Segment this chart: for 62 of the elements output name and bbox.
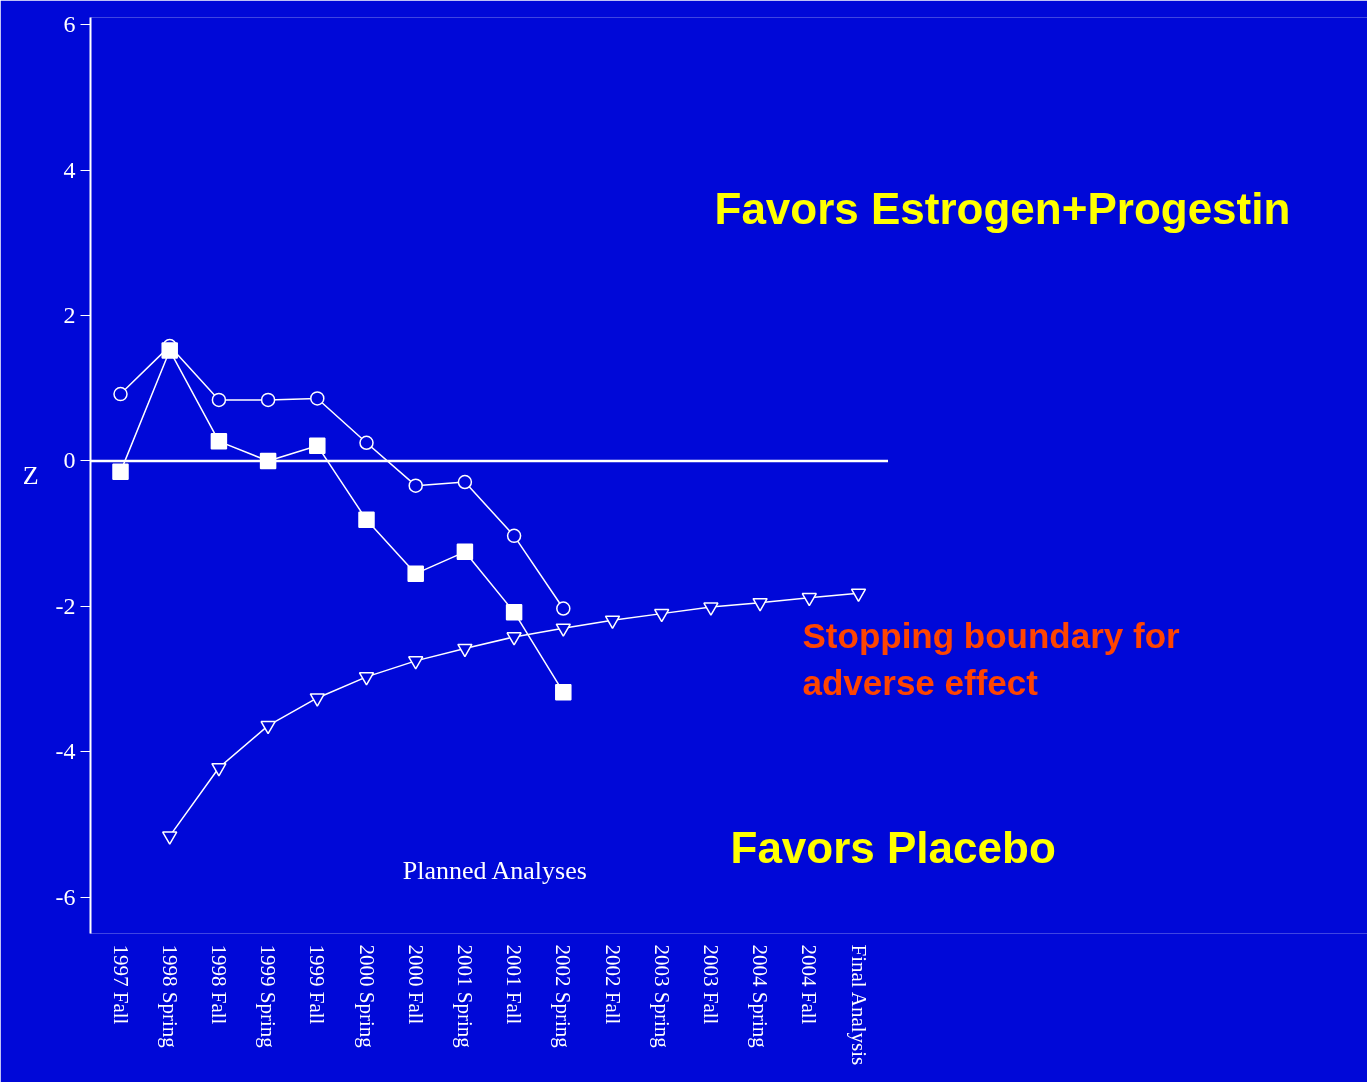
point xyxy=(358,672,375,686)
x-tick-label: 1999 Fall xyxy=(305,944,330,1025)
annotation: Favors Estrogen+Progestin xyxy=(714,184,1291,234)
point xyxy=(456,543,474,561)
y-tick-label: 2 xyxy=(63,302,76,329)
x-tick-label: 2003 Fall xyxy=(698,944,723,1025)
y-tick-label: 0 xyxy=(63,447,76,474)
y-axis-title: Z xyxy=(22,461,39,490)
x-tick-label: 2000 Spring xyxy=(354,944,379,1049)
point xyxy=(653,608,670,623)
point xyxy=(604,615,621,629)
point xyxy=(407,565,424,582)
x-tick-label: 2003 Spring xyxy=(649,944,674,1049)
y-tick-label: 6 xyxy=(63,11,76,38)
annotation: Favors Placebo xyxy=(730,823,1056,873)
point xyxy=(113,386,128,402)
point xyxy=(703,602,719,616)
point xyxy=(506,632,522,646)
point xyxy=(505,603,523,621)
point xyxy=(556,601,571,616)
x-tick-label: 2004 Fall xyxy=(797,944,822,1025)
x-tick-label: 2001 Fall xyxy=(502,944,527,1025)
x-tick-label: 2002 Spring xyxy=(551,944,576,1049)
point xyxy=(259,452,277,470)
point xyxy=(161,831,178,845)
point xyxy=(359,435,374,451)
point xyxy=(555,683,572,701)
point xyxy=(506,528,522,544)
x-tick-label: 1998 Fall xyxy=(206,944,231,1025)
point xyxy=(210,433,228,450)
annotation: Stopping boundary for adverse effect xyxy=(802,616,1181,703)
point xyxy=(801,592,818,607)
y-tick-label: -4 xyxy=(55,738,76,765)
x-axis-title: Planned Analyses xyxy=(402,856,587,886)
x-tick-label: 2004 Spring xyxy=(748,944,773,1049)
x-tick-label: Final Analysis xyxy=(846,944,871,1066)
x-tick-label: 2002 Fall xyxy=(600,944,625,1025)
point xyxy=(309,437,326,454)
point xyxy=(211,392,227,408)
point xyxy=(309,693,326,707)
point xyxy=(850,588,867,603)
point xyxy=(555,623,572,637)
point xyxy=(112,463,129,481)
y-tick-label: 4 xyxy=(63,156,76,183)
point xyxy=(358,511,375,529)
point xyxy=(260,720,276,735)
point xyxy=(457,474,473,490)
point xyxy=(310,391,325,406)
y-tick-label: -2 xyxy=(55,592,76,619)
point xyxy=(457,643,473,658)
point xyxy=(407,656,424,670)
x-tick-label: 2000 Fall xyxy=(403,944,428,1025)
point xyxy=(260,392,276,408)
point xyxy=(752,597,768,612)
x-tick-label: 1997 Fall xyxy=(108,944,133,1025)
x-tick-label: 1998 Spring xyxy=(157,944,182,1049)
point xyxy=(161,342,178,359)
x-tick-label: 1999 Spring xyxy=(256,944,281,1049)
x-tick-label: 2001 Spring xyxy=(452,944,477,1049)
y-tick-label: -6 xyxy=(55,883,76,910)
point xyxy=(408,478,423,493)
point xyxy=(211,762,227,777)
